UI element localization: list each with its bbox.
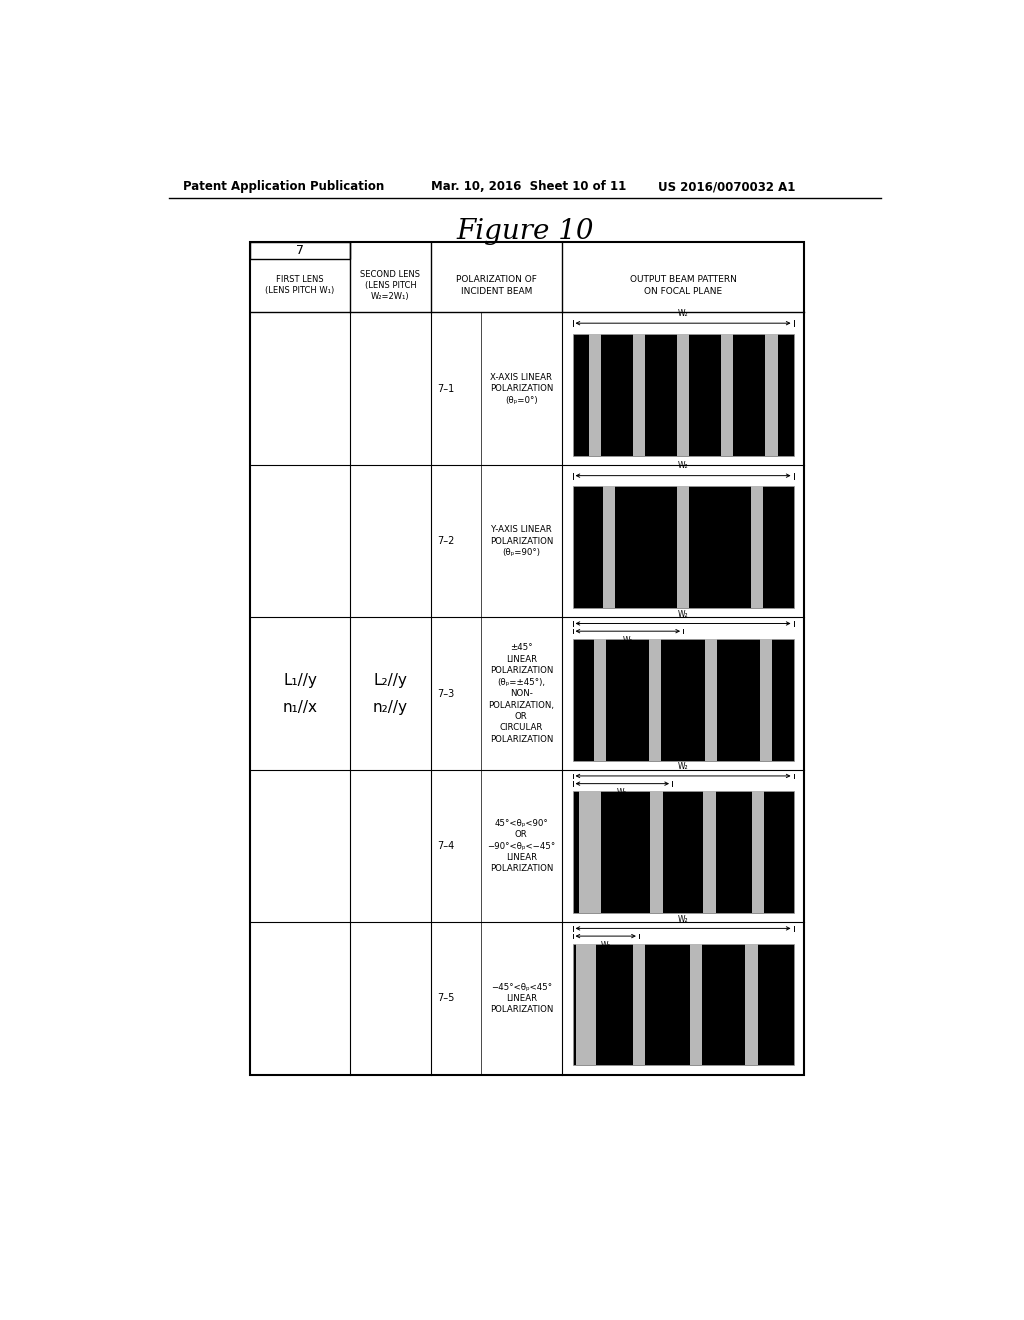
Bar	[649, 639, 662, 760]
Bar	[752, 792, 764, 913]
Bar	[721, 334, 733, 455]
Bar	[633, 944, 645, 1065]
Bar	[575, 944, 596, 1065]
Bar	[633, 334, 645, 455]
Bar	[589, 334, 601, 455]
Bar	[572, 334, 794, 455]
Text: W₂: W₂	[678, 763, 688, 771]
Text: Mar. 10, 2016  Sheet 10 of 11: Mar. 10, 2016 Sheet 10 of 11	[431, 181, 626, 194]
Text: OUTPUT BEAM PATTERN
ON FOCAL PLANE: OUTPUT BEAM PATTERN ON FOCAL PLANE	[630, 276, 736, 296]
Text: US 2016/0070032 A1: US 2016/0070032 A1	[658, 181, 796, 194]
Text: SECOND LENS
(LENS PITCH
W₂=2W₁): SECOND LENS (LENS PITCH W₂=2W₁)	[360, 269, 421, 301]
Text: 7–3: 7–3	[437, 689, 455, 698]
Text: 7: 7	[296, 243, 304, 256]
Bar	[572, 944, 794, 1065]
Text: FIRST LENS
(LENS PITCH W₁): FIRST LENS (LENS PITCH W₁)	[265, 276, 335, 296]
Text: Patent Application Publication: Patent Application Publication	[183, 181, 384, 194]
Bar	[650, 792, 663, 913]
Text: L₁//y
n₁//x: L₁//y n₁//x	[283, 673, 317, 714]
Text: X-AXIS LINEAR
POLARIZATION
(θₚ=0°): X-AXIS LINEAR POLARIZATION (θₚ=0°)	[489, 372, 553, 405]
Bar	[690, 944, 702, 1065]
Text: Figure 10: Figure 10	[456, 218, 594, 246]
Text: W₁: W₁	[623, 636, 633, 644]
Bar	[705, 639, 717, 760]
Text: 7–5: 7–5	[437, 994, 455, 1003]
Bar	[572, 792, 794, 913]
Text: 7–4: 7–4	[437, 841, 455, 851]
Text: POLARIZATION OF
INCIDENT BEAM: POLARIZATION OF INCIDENT BEAM	[456, 276, 537, 296]
Text: W₂: W₂	[678, 309, 688, 318]
Text: W₂: W₂	[678, 610, 688, 619]
Text: Y-AXIS LINEAR
POLARIZATION
(θₚ=90°): Y-AXIS LINEAR POLARIZATION (θₚ=90°)	[489, 525, 553, 557]
Bar	[603, 487, 615, 609]
Bar	[572, 487, 794, 609]
Text: W₂: W₂	[678, 461, 688, 470]
Text: W₁: W₁	[617, 788, 628, 797]
Bar	[250, 242, 350, 259]
Text: 45°<θₚ<90°
OR
−90°<θₚ<−45°
LINEAR
POLARIZATION: 45°<θₚ<90° OR −90°<θₚ<−45° LINEAR POLARI…	[487, 818, 555, 874]
Bar	[760, 639, 772, 760]
Bar	[677, 487, 689, 609]
Bar	[594, 639, 606, 760]
Bar	[250, 242, 804, 1074]
Bar	[572, 639, 794, 760]
Text: L₂//y
n₂//y: L₂//y n₂//y	[373, 673, 408, 714]
Bar	[765, 334, 777, 455]
Text: −45°<θₚ<45°
LINEAR
POLARIZATION: −45°<θₚ<45° LINEAR POLARIZATION	[489, 982, 553, 1014]
Bar	[745, 944, 758, 1065]
Text: ±45°
LINEAR
POLARIZATION
(θₚ=±45°),
NON-
POLARIZATION,
OR
CIRCULAR
POLARIZATION: ±45° LINEAR POLARIZATION (θₚ=±45°), NON-…	[488, 643, 554, 744]
Bar	[751, 487, 763, 609]
Text: 7–2: 7–2	[437, 536, 455, 546]
Text: W₁: W₁	[600, 941, 611, 949]
Text: 7–1: 7–1	[437, 384, 455, 393]
Bar	[580, 792, 601, 913]
Bar	[703, 792, 716, 913]
Bar	[677, 334, 689, 455]
Text: W₂: W₂	[678, 915, 688, 924]
